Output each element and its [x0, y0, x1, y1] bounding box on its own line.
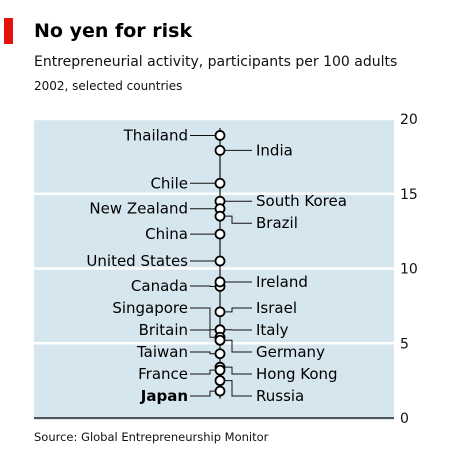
data-point — [214, 130, 226, 141]
y-tick-label: 5 — [400, 336, 409, 352]
country-labels: Thailand India Chile South Korea New Zealand… — [86, 126, 346, 405]
y-tick-label: 15 — [400, 187, 418, 203]
country-label: Britain — [139, 321, 188, 339]
country-label: Ireland — [256, 273, 308, 291]
data-point — [214, 177, 226, 189]
y-tick-label: 0 — [400, 411, 409, 427]
country-label: Israel — [256, 299, 297, 317]
label-connector — [220, 380, 252, 397]
data-point — [214, 210, 226, 222]
label-connector — [220, 339, 252, 353]
country-label: Singapore — [112, 299, 188, 317]
country-label: Italy — [256, 321, 289, 339]
chart-subtitle: Entrepreneurial activity, participants p… — [34, 54, 398, 70]
country-label: Hong Kong — [256, 365, 338, 383]
country-label: South Korea — [256, 192, 347, 210]
label-connector — [220, 366, 252, 375]
data-points — [214, 130, 226, 397]
country-label: India — [256, 141, 293, 159]
data-point — [214, 228, 226, 240]
data-point — [214, 364, 226, 376]
y-tick-label: 20 — [400, 112, 418, 128]
label-connector — [220, 215, 252, 224]
data-point — [214, 144, 226, 156]
country-label: Chile — [150, 174, 188, 192]
country-label: Canada — [131, 277, 188, 295]
data-point — [214, 255, 226, 267]
data-point — [214, 306, 226, 318]
country-label: Russia — [256, 387, 304, 405]
brand-flag — [4, 18, 13, 44]
chart-title: No yen for risk — [34, 20, 193, 42]
country-label: Brazil — [256, 214, 298, 232]
country-label: Thailand — [123, 126, 188, 144]
country-label: New Zealand — [89, 200, 188, 218]
label-connector — [220, 307, 252, 313]
data-point — [214, 375, 226, 387]
country-label: Germany — [256, 343, 325, 361]
y-axis-ticks: 0 5 10 15 20 — [400, 112, 418, 427]
y-tick-label: 10 — [400, 262, 418, 278]
chart-source: Source: Global Entrepreneurship Monitor — [34, 430, 269, 444]
country-label: Japan — [140, 387, 188, 405]
country-label: Taiwan — [136, 343, 188, 361]
country-label: China — [145, 225, 188, 243]
data-point — [214, 348, 226, 360]
data-point — [214, 334, 226, 346]
data-point — [214, 276, 226, 288]
data-point — [214, 385, 226, 397]
chart-subtitle-year: 2002, selected countries — [34, 79, 183, 93]
country-label: United States — [86, 252, 188, 270]
gridlines — [34, 117, 394, 419]
country-label: France — [138, 365, 188, 383]
